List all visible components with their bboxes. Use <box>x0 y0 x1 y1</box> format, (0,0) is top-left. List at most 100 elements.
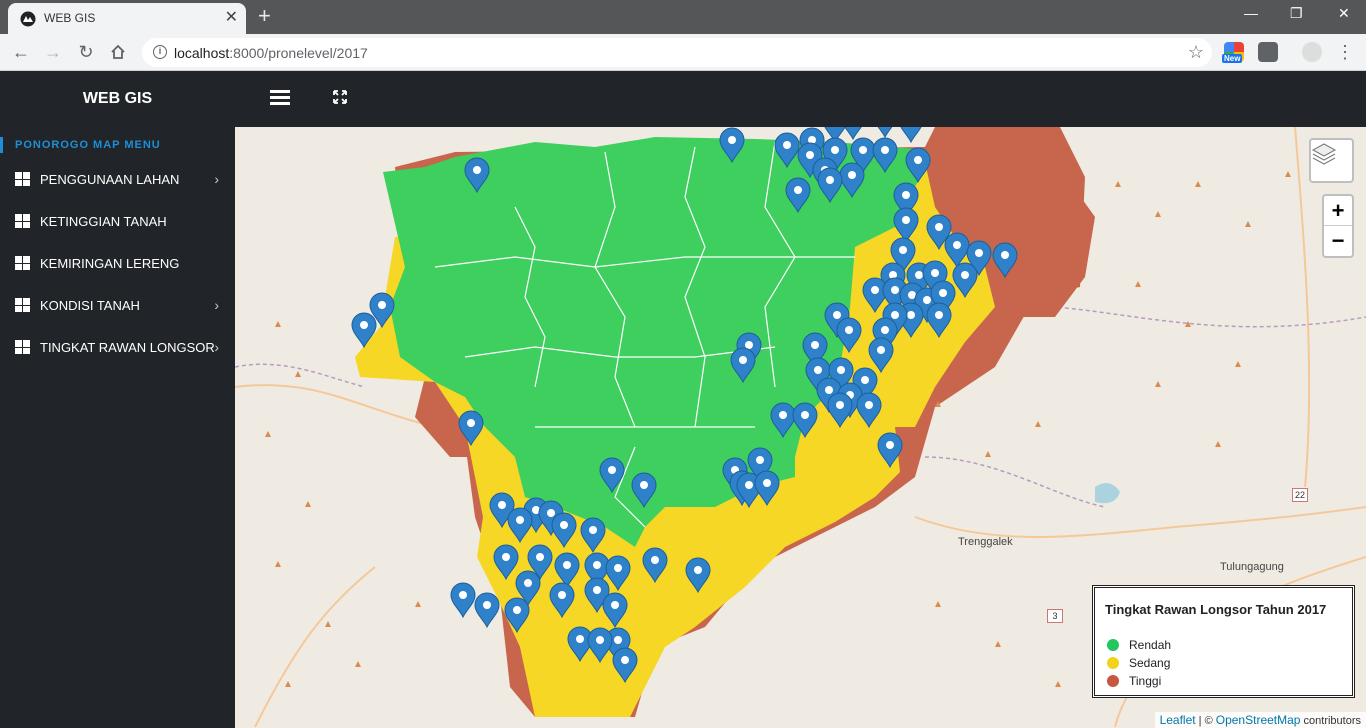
map-marker-icon[interactable] <box>599 457 625 494</box>
reload-icon[interactable]: ↻ <box>78 41 94 62</box>
map-marker-icon[interactable] <box>515 570 541 607</box>
map-marker-icon[interactable] <box>839 162 865 199</box>
map-marker-icon[interactable] <box>504 597 530 634</box>
map-marker-icon[interactable] <box>792 402 818 439</box>
map-marker-icon[interactable] <box>754 470 780 507</box>
map-marker-icon[interactable] <box>817 167 843 204</box>
extension-icon[interactable]: New <box>1222 42 1244 63</box>
map-marker-icon[interactable] <box>489 492 515 529</box>
map-marker-icon[interactable] <box>493 544 519 581</box>
sidebar-item-kemiringan-lereng[interactable]: KEMIRINGAN LERENG <box>0 243 235 283</box>
chevron-right-icon: › <box>214 171 219 187</box>
expand-icon[interactable] <box>332 89 348 110</box>
map-marker-icon[interactable] <box>802 332 828 369</box>
map-marker-icon[interactable] <box>584 552 610 589</box>
map-marker-icon[interactable] <box>464 157 490 194</box>
close-tab-icon[interactable]: ✕ <box>224 9 238 26</box>
zoom-out-button[interactable]: − <box>1331 228 1345 253</box>
layers-control-button[interactable] <box>1309 138 1354 183</box>
home-icon[interactable] <box>107 41 129 63</box>
map-marker-icon[interactable] <box>930 280 956 317</box>
app-header: WEB GIS <box>0 71 1366 127</box>
profile-avatar[interactable] <box>1302 42 1322 62</box>
map-marker-icon[interactable] <box>770 402 796 439</box>
legend-item-sedang: Sedang <box>1107 656 1170 670</box>
browser-menu-icon[interactable]: ⋮ <box>1336 41 1354 62</box>
map-marker-icon[interactable] <box>785 177 811 214</box>
map-marker-icon[interactable] <box>944 232 970 269</box>
map-marker-icon[interactable] <box>580 517 606 554</box>
map-marker-icon[interactable] <box>872 317 898 354</box>
map-marker-icon[interactable] <box>631 472 657 509</box>
window-close-icon[interactable]: ✕ <box>1338 5 1350 21</box>
new-badge: New <box>1222 54 1243 63</box>
map-marker-icon[interactable] <box>872 137 898 174</box>
address-bar[interactable]: i localhost:8000/pronelevel/2017 ☆ <box>142 38 1212 67</box>
map-marker-icon[interactable] <box>747 447 773 484</box>
map-marker-icon[interactable] <box>507 507 533 544</box>
map-marker-icon[interactable] <box>827 392 853 429</box>
map-marker-icon[interactable] <box>926 302 952 339</box>
map-marker-icon[interactable] <box>836 317 862 354</box>
map-marker-icon[interactable] <box>890 237 916 274</box>
map-marker-icon[interactable] <box>862 277 888 314</box>
map-marker-icon[interactable] <box>587 627 613 664</box>
map-marker-icon[interactable] <box>527 544 553 581</box>
leaflet-link[interactable]: Leaflet <box>1159 713 1196 727</box>
menu-icon[interactable] <box>270 90 290 106</box>
minimize-icon[interactable]: — <box>1244 5 1258 21</box>
map-view[interactable]: Trenggalek Tulungagung 22 3 + − Tingkat … <box>235 127 1366 728</box>
map-marker-icon[interactable] <box>605 555 631 592</box>
map-marker-icon[interactable] <box>685 557 711 594</box>
new-tab-icon[interactable]: + <box>258 3 271 28</box>
map-marker-icon[interactable] <box>551 512 577 549</box>
map-marker-icon[interactable] <box>873 127 897 139</box>
map-marker-icon[interactable] <box>602 592 628 629</box>
zoom-in-button[interactable]: + <box>1324 196 1352 226</box>
map-marker-icon[interactable] <box>922 260 948 297</box>
map-marker-icon[interactable] <box>554 552 580 589</box>
site-info-icon[interactable]: i <box>153 45 167 59</box>
sidebar-item-penggunaan-lahan[interactable]: PENGGUNAAN LAHAN › <box>0 159 235 199</box>
brand-title[interactable]: WEB GIS <box>82 90 153 107</box>
map-marker-icon[interactable] <box>642 547 668 584</box>
osm-link[interactable]: OpenStreetMap <box>1215 713 1301 727</box>
chevron-right-icon: › <box>214 297 219 313</box>
map-marker-icon[interactable] <box>730 347 756 384</box>
map-marker-icon[interactable] <box>877 432 903 469</box>
restore-icon[interactable]: ❐ <box>1290 5 1303 21</box>
map-marker-icon[interactable] <box>905 147 931 184</box>
map-marker-icon[interactable] <box>992 242 1018 279</box>
map-marker-icon[interactable] <box>926 214 952 251</box>
map-marker-icon[interactable] <box>952 262 978 299</box>
forward-icon[interactable]: → <box>44 41 62 62</box>
map-marker-icon[interactable] <box>899 127 923 144</box>
map-marker-icon[interactable] <box>893 207 919 244</box>
back-icon[interactable]: ← <box>12 41 30 62</box>
map-marker-icon[interactable] <box>612 647 638 684</box>
map-marker-icon[interactable] <box>474 592 500 629</box>
sidebar-item-kondisi-tanah[interactable]: KONDISI TANAH › <box>0 285 235 325</box>
map-marker-icon[interactable] <box>719 127 745 164</box>
map-marker-icon[interactable] <box>567 626 593 663</box>
map-marker-icon[interactable] <box>369 292 395 329</box>
map-marker-icon[interactable] <box>841 127 865 141</box>
bookmark-star-icon[interactable]: ☆ <box>1187 42 1204 62</box>
map-marker-icon[interactable] <box>450 582 476 619</box>
map-canvas[interactable] <box>235 127 1366 728</box>
map-marker-icon[interactable] <box>458 410 484 447</box>
map-marker-icon[interactable] <box>549 582 575 619</box>
sidebar-item-tingkat-rawan-longsor[interactable]: TINGKAT RAWAN LONGSOR › <box>0 327 235 367</box>
map-marker-icon[interactable] <box>856 392 882 429</box>
map-marker-icon[interactable] <box>850 137 876 174</box>
map-attribution: Leaflet | © OpenStreetMap contributors <box>1154 712 1366 728</box>
map-marker-icon[interactable] <box>868 337 894 374</box>
browser-tab[interactable]: WEB GIS ✕ <box>8 3 246 34</box>
extension-chat-icon[interactable] <box>1258 42 1278 62</box>
map-marker-icon[interactable] <box>966 240 992 277</box>
map-marker-icon[interactable] <box>893 182 919 219</box>
map-marker-icon[interactable] <box>351 312 377 349</box>
sidebar-item-ketinggian-tanah[interactable]: KETINGGIAN TANAH <box>0 201 235 241</box>
map-marker-icon[interactable] <box>823 127 847 144</box>
map-marker-icon[interactable] <box>774 132 800 169</box>
